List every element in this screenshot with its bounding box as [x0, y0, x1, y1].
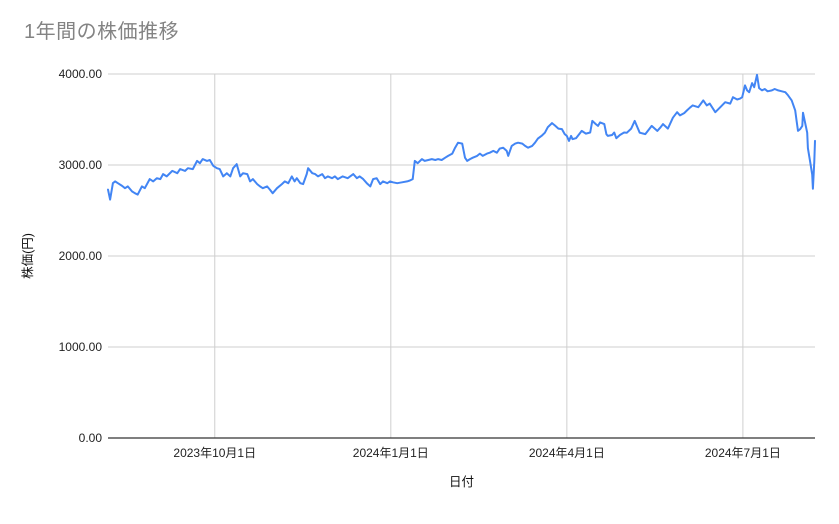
y-axis-title: 株価(円) [20, 233, 35, 279]
horizontal-gridlines [108, 73, 815, 348]
x-tick-label: 2023年10月1日 [173, 446, 256, 460]
x-axis-title: 日付 [449, 475, 474, 489]
y-tick-label: 4000.00 [59, 67, 103, 81]
x-tick-label: 2024年1月1日 [353, 446, 429, 460]
price-line-series [107, 73, 816, 201]
x-axis-tick-labels: 2023年10月1日 2024年1月1日 2024年4月1日 2024年7月1日 [173, 446, 781, 460]
chart-title: 1年間の株価推移 [24, 21, 180, 43]
x-tick-label: 2024年4月1日 [529, 446, 605, 460]
y-tick-label: 2000.00 [59, 249, 103, 263]
y-axis-tick-labels: 0.00 1000.00 2000.00 3000.00 4000.00 [59, 67, 103, 445]
y-tick-label: 1000.00 [59, 340, 103, 354]
x-tick-label: 2024年7月1日 [705, 446, 781, 460]
y-tick-label: 3000.00 [59, 158, 103, 172]
y-tick-label: 0.00 [79, 431, 103, 445]
